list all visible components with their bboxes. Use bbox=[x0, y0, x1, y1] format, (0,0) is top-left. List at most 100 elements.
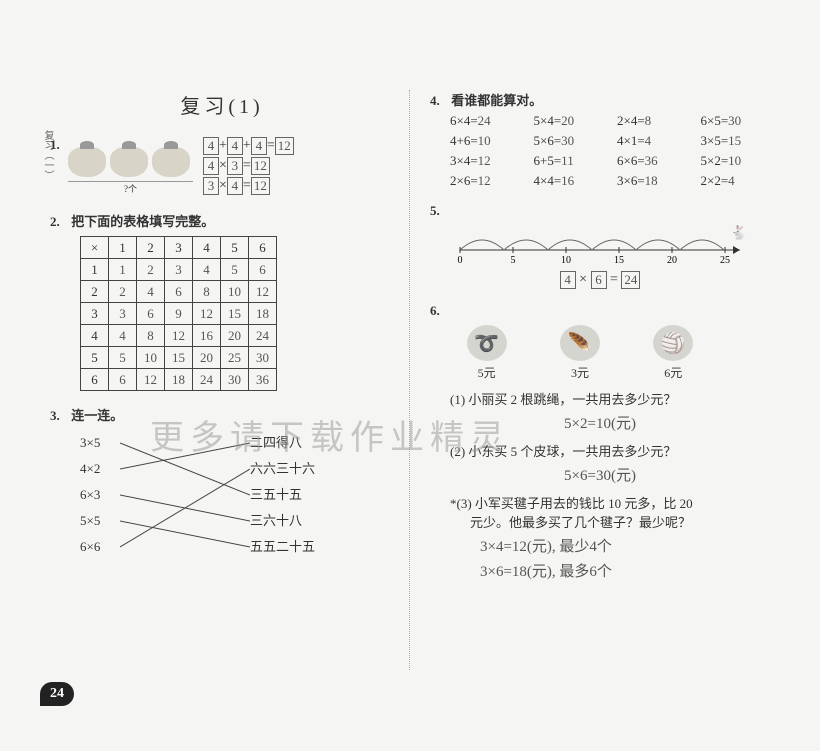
svg-text:🐇: 🐇 bbox=[730, 225, 747, 241]
jump-rope-icon: ➰ bbox=[467, 325, 507, 361]
svg-text:10: 10 bbox=[561, 255, 571, 265]
op: × bbox=[219, 178, 227, 193]
table-header-cell: 6 bbox=[249, 237, 277, 259]
p1-equations: 4+4+4=12 4×3=12 3×4=12 bbox=[203, 137, 294, 197]
svg-text:5: 5 bbox=[511, 255, 516, 265]
p5-equation: 4 × 6 = 24 bbox=[430, 271, 770, 289]
p4-equation: 2×4=8 bbox=[617, 113, 687, 129]
p6-q2: (2) 小东买 5 个皮球，一共用去多少元？ bbox=[450, 441, 770, 460]
table-cell: 12 bbox=[165, 325, 193, 347]
p3-right-item: 五五二十五 bbox=[250, 534, 315, 560]
problem-5: 5. 0 5 10 15 20 25 🐇 4 × 6 = 24 bbox=[430, 203, 770, 289]
p4-answer: 10 bbox=[728, 153, 741, 168]
right-column: 4. 看谁都能算对。 6×4=245×4=202×4=86×5=304+6=10… bbox=[410, 90, 770, 670]
p3-left-item: 5×5 bbox=[80, 508, 100, 534]
p4-equation: 4+6=10 bbox=[450, 133, 520, 149]
p2-number: 2. bbox=[50, 214, 68, 230]
p4-question: 6+5= bbox=[534, 153, 562, 168]
p4-equation: 3×6=18 bbox=[617, 173, 687, 189]
p4-question: 6×4= bbox=[450, 113, 478, 128]
p4-question: 3×6= bbox=[617, 173, 645, 188]
p3-right-item: 三六十八 bbox=[250, 508, 315, 534]
table-cell: 10 bbox=[137, 347, 165, 369]
worksheet-page: 复习(1) 1. ?个 4+4+4=12 4×3=12 bbox=[50, 90, 770, 670]
table-cell: 25 bbox=[221, 347, 249, 369]
p4-answer: 20 bbox=[561, 113, 574, 128]
table-cell: 15 bbox=[165, 347, 193, 369]
table-cell: 2 bbox=[109, 281, 137, 303]
p4-text: 看谁都能算对。 bbox=[451, 93, 542, 108]
table-row: 224681012 bbox=[81, 281, 277, 303]
p1-number: 1. bbox=[50, 137, 68, 153]
p5-number: 5. bbox=[430, 203, 448, 219]
p6-number: 6. bbox=[430, 303, 448, 319]
table-cell: 36 bbox=[249, 369, 277, 391]
p3-right-item: 三五十五 bbox=[250, 482, 315, 508]
table-cell: 24 bbox=[193, 369, 221, 391]
p1-box: 3 bbox=[203, 177, 219, 195]
p4-answer: 30 bbox=[728, 113, 741, 128]
p1-box: 12 bbox=[251, 157, 270, 175]
p6-a3-line1: 3×4=12(元), 最少4个 bbox=[480, 535, 770, 556]
table-cell: 3 bbox=[81, 303, 109, 325]
number-line-svg: 0 5 10 15 20 25 🐇 bbox=[450, 225, 750, 265]
p5-box: 24 bbox=[621, 271, 640, 289]
left-column: 复习(1) 1. ?个 4+4+4=12 4×3=12 bbox=[50, 90, 410, 670]
p4-answer: 11 bbox=[561, 153, 574, 168]
svg-text:0: 0 bbox=[458, 255, 463, 265]
table-header-cell: 5 bbox=[221, 237, 249, 259]
table-cell: 8 bbox=[137, 325, 165, 347]
table-cell: 5 bbox=[109, 347, 137, 369]
p6-a1: 5×2=10(元) bbox=[430, 412, 770, 433]
table-cell: 30 bbox=[249, 347, 277, 369]
table-cell: 3 bbox=[109, 303, 137, 325]
table-cell: 12 bbox=[193, 303, 221, 325]
table-cell: 24 bbox=[249, 325, 277, 347]
op: × bbox=[219, 158, 227, 173]
p3-left-item: 3×5 bbox=[80, 430, 100, 456]
p4-answer: 18 bbox=[645, 173, 658, 188]
table-row: 1123456 bbox=[81, 259, 277, 281]
p6-item-row: ➰ 5元 🪶 3元 🏐 6元 bbox=[440, 325, 720, 381]
p4-equation: 6+5=11 bbox=[534, 153, 604, 169]
p4-question: 3×5= bbox=[701, 133, 729, 148]
p1-box: 4 bbox=[227, 177, 243, 195]
matching-lines bbox=[120, 430, 250, 560]
table-cell: 4 bbox=[109, 325, 137, 347]
table-cell: 12 bbox=[137, 369, 165, 391]
p6-q3-line2: 元少。他最多买了几个毽子？最少呢？ bbox=[470, 512, 770, 531]
p3-left-item: 6×3 bbox=[80, 482, 100, 508]
svg-text:15: 15 bbox=[614, 255, 624, 265]
p1-bracket-label: ?个 bbox=[68, 181, 193, 195]
p1-box: 4 bbox=[251, 137, 267, 155]
p1-pumpkins: ?个 bbox=[68, 137, 193, 187]
p6-item-price: 3元 bbox=[560, 364, 600, 381]
page-number-badge: 24 bbox=[40, 682, 74, 706]
p2-text: 把下面的表格填写完整。 bbox=[71, 214, 214, 229]
p6-item-price: 5元 bbox=[467, 364, 507, 381]
op: = bbox=[610, 272, 618, 287]
p1-box: 4 bbox=[227, 137, 243, 155]
p1-box: 4 bbox=[203, 137, 219, 155]
table-cell: 15 bbox=[221, 303, 249, 325]
p4-equation: 6×5=30 bbox=[701, 113, 771, 129]
problem-3: 3. 连一连。 3×54×26×35×56×6 二四得八六六三十六三五十五三六十… bbox=[50, 405, 394, 560]
p4-question: 6×5= bbox=[701, 113, 729, 128]
table-cell: 6 bbox=[249, 259, 277, 281]
p4-answer: 4 bbox=[728, 173, 735, 188]
table-cell: 1 bbox=[109, 259, 137, 281]
p1-box: 12 bbox=[275, 137, 294, 155]
op: = bbox=[267, 138, 275, 153]
table-row: 661218243036 bbox=[81, 369, 277, 391]
svg-text:20: 20 bbox=[667, 255, 677, 265]
table-cell: 6 bbox=[165, 281, 193, 303]
p4-answer: 10 bbox=[478, 133, 491, 148]
problem-2: 2. 把下面的表格填写完整。 ×123456 11234562246810123… bbox=[50, 211, 394, 391]
table-cell: 18 bbox=[249, 303, 277, 325]
p3-matching-area: 3×54×26×35×56×6 二四得八六六三十六三五十五三六十八五五二十五 bbox=[80, 430, 394, 560]
table-cell: 12 bbox=[249, 281, 277, 303]
p4-answer: 30 bbox=[561, 133, 574, 148]
p6-item-rope: ➰ 5元 bbox=[467, 325, 507, 381]
p4-equation: 6×4=24 bbox=[450, 113, 520, 129]
svg-text:25: 25 bbox=[720, 255, 730, 265]
